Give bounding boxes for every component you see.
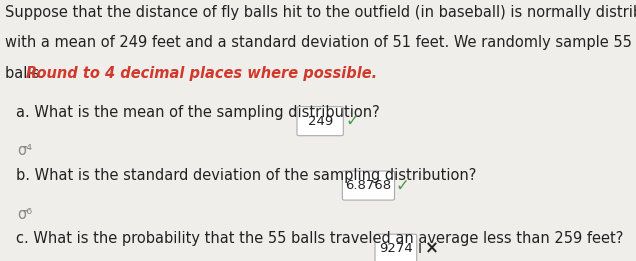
Text: c. What is the probability that the 55 balls traveled an average less than 259 f: c. What is the probability that the 55 b… [16,231,623,246]
Text: a. What is the mean of the sampling distribution?: a. What is the mean of the sampling dist… [16,105,380,120]
FancyBboxPatch shape [342,171,394,200]
Text: b. What is the standard deviation of the sampling distribution?: b. What is the standard deviation of the… [16,168,476,183]
Text: Suppose that the distance of fly balls hit to the outfield (in baseball) is norm: Suppose that the distance of fly balls h… [4,5,636,20]
Text: 249: 249 [308,115,333,128]
Text: 6.8768: 6.8768 [345,179,392,192]
FancyBboxPatch shape [375,234,417,261]
Text: ×: × [425,240,439,258]
Text: balls.: balls. [4,66,48,81]
Text: Round to 4 decimal places where possible.: Round to 4 decimal places where possible… [26,66,377,81]
Text: ✓: ✓ [396,176,410,194]
Text: with a mean of 249 feet and a standard deviation of 51 feet. We randomly sample : with a mean of 249 feet and a standard d… [4,35,636,50]
Text: σ⁶: σ⁶ [17,207,32,222]
Text: σ⁴: σ⁴ [17,143,32,158]
Text: 9274: 9274 [379,242,413,255]
FancyBboxPatch shape [297,107,343,136]
Text: I: I [417,242,421,256]
Text: ✓: ✓ [345,112,359,130]
